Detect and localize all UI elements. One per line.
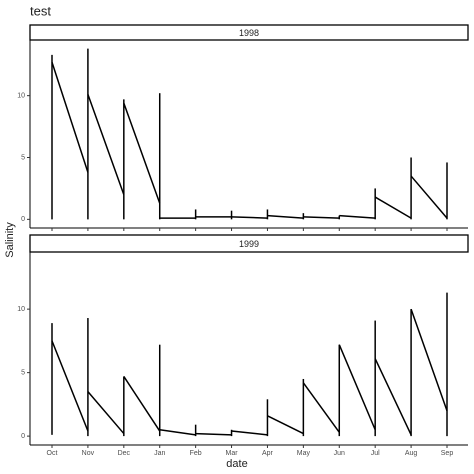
y-tick-label: 5 — [21, 154, 25, 161]
strip — [29, 24, 469, 41]
trend-segment — [51, 340, 89, 432]
x-tick-label: Oct — [47, 450, 58, 457]
trend-segment — [302, 382, 340, 433]
y-axis-label: Salinity — [4, 222, 16, 258]
x-tick-label: Dec — [118, 450, 131, 457]
x-tick-label: Jun — [334, 450, 345, 457]
y-tick-label: 5 — [21, 369, 25, 376]
trend-segment — [87, 391, 125, 435]
trend-segment — [374, 196, 412, 219]
trend-segment — [231, 216, 268, 219]
strip — [29, 234, 469, 253]
trend-segment — [51, 62, 89, 173]
y-tick-label: 10 — [17, 306, 25, 313]
trend-segment — [231, 430, 268, 436]
x-axis-label: date — [226, 458, 247, 470]
y-tick-label: 10 — [17, 93, 25, 100]
y-tick-label: 0 — [21, 216, 25, 223]
trend-segment — [267, 415, 304, 435]
strip-label: 1998 — [239, 28, 259, 38]
x-tick-label: Feb — [190, 450, 202, 457]
trend-segment — [339, 214, 376, 219]
trend-segment — [338, 344, 376, 431]
x-tick-label: Jul — [371, 450, 380, 457]
trend-segment — [123, 376, 161, 432]
x-tick-label: Nov — [82, 450, 95, 457]
x-tick-label: Aug — [405, 450, 418, 457]
x-tick-label: Sep — [441, 450, 454, 457]
trend-segment — [410, 308, 448, 411]
trend-segment — [87, 94, 125, 195]
strip-label: 1999 — [239, 239, 259, 249]
y-tick-label: 0 — [21, 433, 25, 440]
x-tick-label: May — [297, 450, 311, 457]
x-tick-label: Apr — [262, 450, 274, 457]
trend-segment — [303, 216, 340, 219]
trend-segment — [123, 102, 161, 204]
x-tick-label: Mar — [226, 450, 239, 457]
trend-segment — [195, 432, 232, 436]
trend-segment — [267, 214, 304, 219]
trend-segment — [159, 429, 196, 436]
x-tick-label: Jan — [154, 450, 165, 457]
chart-title: test — [30, 3, 51, 18]
trend-segment — [374, 358, 412, 436]
trend-segment — [410, 175, 448, 219]
